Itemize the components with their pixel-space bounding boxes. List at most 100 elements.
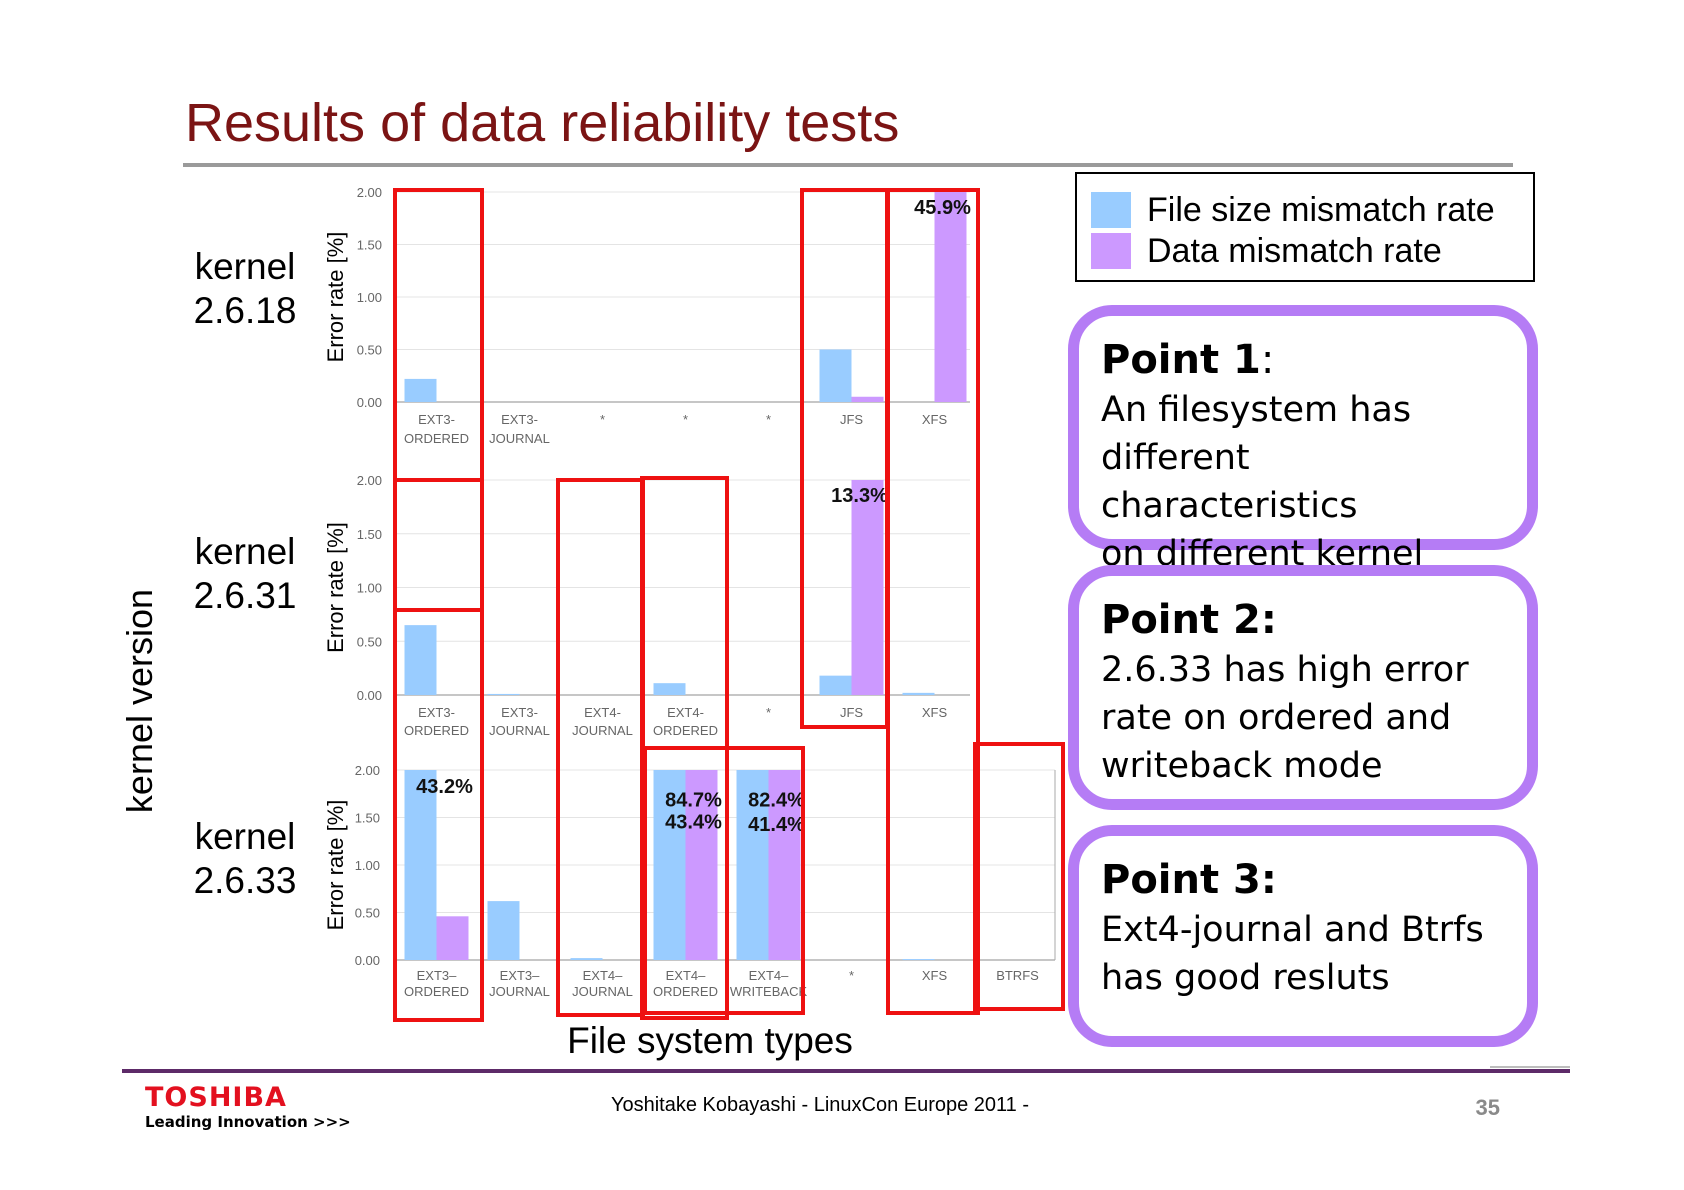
x-tick-label: EXT4- <box>584 705 621 720</box>
point-1-callout: Point 1: An filesystem has different cha… <box>1068 305 1538 574</box>
x-tick-label: EXT4- <box>667 705 704 720</box>
y-tick-label: 0.50 <box>357 634 382 649</box>
slide-title: Results of data reliability tests <box>185 93 900 153</box>
point-1-line-2: different characteristics <box>1101 438 1358 526</box>
point-2-line-3: writeback mode <box>1101 746 1383 786</box>
bar-file-size-mismatch <box>819 349 852 402</box>
x-tick-label: * <box>766 412 771 427</box>
x-tick-label: * <box>683 412 688 427</box>
y-axis-title: Error rate [%] <box>323 522 348 653</box>
bar-data-mismatch <box>685 770 718 960</box>
kernel-label-2-6-33: kernel 2.6.33 <box>193 816 297 901</box>
x-tick-label: * <box>766 705 771 720</box>
y-tick-label: 0.50 <box>355 906 380 921</box>
toshiba-logo: TOSHIBA <box>145 1082 287 1113</box>
bar-file-size-mismatch <box>653 770 686 960</box>
y-tick-label: 1.00 <box>357 290 382 305</box>
data-label: 13.3% <box>831 485 888 507</box>
x-tick-label: EXT3- <box>501 705 538 720</box>
x-tick-label: XFS <box>922 412 948 427</box>
x-tick-label: WRITEBACK <box>730 984 808 999</box>
point-3-callout: Point 3: Ext4-journal and Btrfs has good… <box>1068 825 1538 1047</box>
x-tick-label: XFS <box>922 968 948 983</box>
title-divider <box>183 163 1513 167</box>
x-tick-label: BTRFS <box>996 968 1039 983</box>
legend-item-size: File size mismatch rate <box>1091 191 1495 229</box>
x-tick-label: ORDERED <box>404 431 469 446</box>
point-2-callout: Point 2: 2.6.33 has high error rate on o… <box>1068 565 1538 810</box>
point-2-line-1: 2.6.33 has high error <box>1101 650 1469 690</box>
y-tick-label: 0.50 <box>357 343 382 358</box>
y-tick-label: 1.50 <box>355 811 380 826</box>
x-tick-label: EXT4– <box>666 968 707 983</box>
page-number: 35 <box>1475 1095 1500 1120</box>
x-tick-label: JOURNAL <box>489 723 550 738</box>
bar-data-mismatch <box>436 916 469 960</box>
y-tick-label: 2.00 <box>357 185 382 200</box>
y-tick-label: 0.00 <box>357 688 382 703</box>
point-3-heading: Point 3: <box>1101 857 1277 903</box>
x-axis-title: File system types <box>567 1020 853 1061</box>
x-tick-label: JOURNAL <box>489 984 550 999</box>
data-label: 41.4% <box>748 814 805 836</box>
x-tick-label: EXT3- <box>501 412 538 427</box>
x-tick-label: ORDERED <box>404 984 469 999</box>
x-tick-label: EXT3- <box>418 705 455 720</box>
x-tick-label: EXT3- <box>418 412 455 427</box>
y-tick-label: 2.00 <box>355 763 380 778</box>
x-tick-label: EXT3– <box>417 968 458 983</box>
bar-file-size-mismatch <box>653 683 686 695</box>
highlight-box <box>556 478 645 1017</box>
y-tick-label: 2.00 <box>357 473 382 488</box>
bar-file-size-mismatch <box>487 901 520 960</box>
bar-file-size-mismatch <box>902 959 935 961</box>
kernel-label-2-6-31: kernel 2.6.31 <box>193 531 297 616</box>
x-tick-label: JOURNAL <box>572 984 633 999</box>
x-tick-label: EXT3– <box>500 968 541 983</box>
x-tick-label: ORDERED <box>404 723 469 738</box>
bar-file-size-mismatch <box>819 675 852 695</box>
bar-file-size-mismatch <box>902 692 935 695</box>
y-axis-title: Error rate [%] <box>323 232 348 363</box>
footer-divider-accent <box>1490 1066 1570 1068</box>
point-1-line-1: An filesystem has <box>1101 390 1412 430</box>
highlight-box <box>886 188 980 1015</box>
bar-data-mismatch <box>768 770 801 960</box>
highlight-box <box>393 188 484 612</box>
x-tick-label: ORDERED <box>653 984 718 999</box>
point-1-heading: Point 1 <box>1101 337 1261 383</box>
y-tick-label: 1.50 <box>357 238 382 253</box>
bar-file-size-mismatch <box>404 378 437 402</box>
logo-tagline: Leading Innovation >>> <box>145 1113 351 1131</box>
point-3-line-1: Ext4-journal and Btrfs <box>1101 910 1484 950</box>
legend-item-data: Data mismatch rate <box>1091 232 1442 270</box>
x-tick-label: JFS <box>840 412 863 427</box>
y-axis-title: Error rate [%] <box>323 800 348 931</box>
point-3-line-2: has good resluts <box>1101 958 1390 998</box>
legend-swatch-data <box>1091 233 1131 269</box>
legend-swatch-size <box>1091 192 1131 228</box>
bar-data-mismatch <box>851 396 884 402</box>
highlight-box <box>643 746 805 1015</box>
footer-credit: Yoshitake Kobayashi - LinuxCon Europe 20… <box>610 1094 1030 1116</box>
data-label: 82.4% <box>748 789 805 811</box>
data-label: 84.7% <box>665 789 722 811</box>
y-tick-label: 1.50 <box>357 527 382 542</box>
point-2-line-2: rate on ordered and <box>1101 698 1452 738</box>
highlight-box <box>393 478 484 1022</box>
bar-file-size-mismatch <box>736 770 769 960</box>
kernel-label-2-6-18: kernel 2.6.18 <box>193 246 297 331</box>
bar-file-size-mismatch <box>570 958 603 960</box>
bar-file-size-mismatch <box>487 693 520 695</box>
x-tick-label: XFS <box>922 705 948 720</box>
x-tick-label: JOURNAL <box>572 723 633 738</box>
data-label: 43.2% <box>416 776 473 798</box>
data-label: 43.4% <box>665 811 722 833</box>
highlight-box <box>973 742 1065 1011</box>
bar-file-size-mismatch <box>404 770 437 960</box>
bar-data-mismatch <box>934 192 967 402</box>
x-tick-label: * <box>600 412 605 427</box>
bar-file-size-mismatch <box>404 625 437 695</box>
y-tick-label: 0.00 <box>355 953 380 968</box>
